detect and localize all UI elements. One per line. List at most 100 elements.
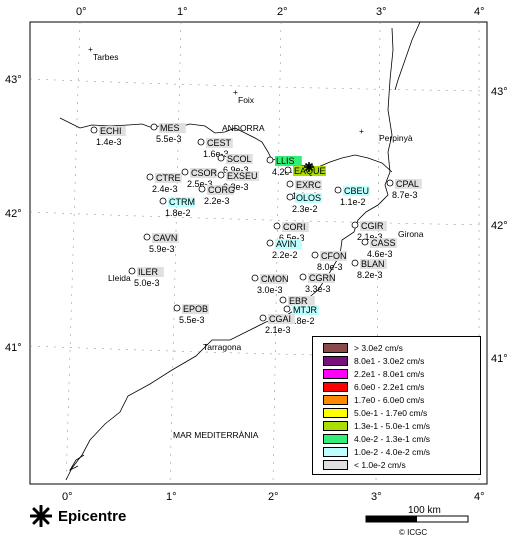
legend-swatch xyxy=(323,434,348,445)
station-code-corg: CORG xyxy=(208,185,235,195)
legend-label: < 1.0e-2 cm/s xyxy=(354,460,406,471)
station-color-scol xyxy=(226,154,253,164)
station-marker-cavn xyxy=(143,233,151,241)
station-color-cgai xyxy=(268,314,295,324)
place-perpignan: Perpinyà xyxy=(379,133,413,143)
station-code-llis: LLIS xyxy=(276,156,295,166)
station-marker-mes xyxy=(150,123,158,131)
legend-swatch xyxy=(323,421,348,432)
station-value-mes: 5.5e-3 xyxy=(156,134,182,144)
legend-swatch xyxy=(323,381,348,392)
legend-label: 5.0e-1 - 1.7e0 cm/s xyxy=(354,408,428,418)
lon-label: 2° xyxy=(277,6,288,18)
legend-item: < 1.0e-2 cm/s xyxy=(323,460,406,471)
station-code-scol: SCOL xyxy=(227,154,252,164)
lon-label: 3° xyxy=(371,491,382,503)
station-code-cbeu: CBEU xyxy=(344,186,369,196)
lon-label: 3° xyxy=(376,6,387,18)
station-color-cpal xyxy=(395,179,422,189)
legend-item: 5.0e-1 - 1.7e0 cm/s xyxy=(323,408,427,419)
legend-swatch xyxy=(323,342,348,353)
station-marker-cgai xyxy=(259,314,267,322)
station-value-corg: 2.2e-3 xyxy=(204,196,230,206)
station-marker-cgir xyxy=(351,221,359,229)
station-marker-exseu xyxy=(217,171,225,179)
station-marker-avin xyxy=(266,239,274,247)
station-code-blan: BLAN xyxy=(361,259,385,269)
lon-label: 0° xyxy=(76,6,87,18)
station-value-cbeu: 1.1e-2 xyxy=(340,197,366,207)
station-marker-llis xyxy=(266,156,274,164)
lat-label: 43° xyxy=(491,86,508,98)
station-value-exseu: 2.8e-3 xyxy=(223,182,249,192)
station-code-iler: ILER xyxy=(138,267,159,277)
legend: > 3.0e2 cm/s 8.0e1 - 3.0e2 cm/s 2.2e1 - 8.… xyxy=(312,336,481,475)
station-color-ebr xyxy=(288,296,315,306)
station-marker-cmon xyxy=(251,274,259,282)
station-marker-ctre xyxy=(146,173,154,181)
lat-label: 41° xyxy=(491,353,508,365)
bottom-lon-labels: 0° 1° 2° 3° 4° xyxy=(62,491,485,503)
station-value-avin: 2.2e-2 xyxy=(272,250,298,260)
station-marker-blan xyxy=(351,259,359,267)
station-value-cpal: 8.7e-3 xyxy=(392,190,418,200)
scale-bar xyxy=(365,515,469,523)
legend-item: > 3.0e2 cm/s xyxy=(323,342,403,353)
station-code-epob: EPOB xyxy=(183,304,208,314)
station-code-cest: CEST xyxy=(207,138,232,148)
station-code-cgir: CGIR xyxy=(361,221,384,231)
lat-label: 42° xyxy=(5,208,22,220)
legend-label: 6.0e0 - 2.2e1 cm/s xyxy=(354,381,425,392)
place-lleida: Lleida xyxy=(108,273,131,283)
epicentre-legend: Epicentre xyxy=(30,505,126,527)
legend-swatch xyxy=(323,355,348,366)
station-value-ctrm: 1.8e-2 xyxy=(165,208,191,218)
credit: © ICGC xyxy=(399,528,428,537)
station-value-cgrn: 3.3e-3 xyxy=(305,284,331,294)
lat-label: 41° xyxy=(5,342,22,354)
legend-item: 6.0e0 - 2.2e1 cm/s xyxy=(323,381,424,392)
station-color-olos xyxy=(295,193,322,203)
legend-item: 4.0e-2 - 1.3e-1 cm/s xyxy=(323,434,430,445)
lon-label: 4° xyxy=(474,6,485,18)
legend-label: 1.0e-2 - 4.0e-2 cm/s xyxy=(354,447,431,458)
station-color-cgrn xyxy=(308,273,335,283)
legend-swatch xyxy=(323,447,348,458)
place-tarragona: Tarragona xyxy=(203,342,242,352)
legend-item: 8.0e1 - 3.0e2 cm/s xyxy=(323,355,424,366)
lon-label: 2° xyxy=(268,491,279,503)
station-color-iler xyxy=(137,267,164,277)
station-code-csor: CSOR xyxy=(191,168,218,178)
station-marker-csor xyxy=(181,168,189,176)
place-tarbes: Tarbes xyxy=(93,52,119,62)
city-marker-tarbes: + xyxy=(88,44,93,54)
station-marker-scol xyxy=(217,154,225,162)
station-value-epob: 5.5e-3 xyxy=(179,315,205,325)
station-code-mes: MES xyxy=(160,123,180,133)
station-code-cfon: CFON xyxy=(321,251,347,261)
station-code-olos: OLOS xyxy=(296,193,321,203)
top-lon-labels: 0° 1° 2° 3° 4° xyxy=(76,6,485,18)
legend-item: 1.7e0 - 6.0e0 cm/s xyxy=(323,394,424,405)
station-color-cgir xyxy=(360,221,387,231)
coastline xyxy=(65,27,394,481)
station-color-corg xyxy=(207,185,234,195)
lon-label: 0° xyxy=(62,491,73,503)
station-color-ctrm xyxy=(168,197,195,207)
station-code-ctrm: CTRM xyxy=(169,197,195,207)
scale-label: 100 km xyxy=(408,505,441,516)
station-code-ctre: CTRE xyxy=(156,173,181,183)
station-color-echi xyxy=(99,126,126,136)
station-color-llis xyxy=(275,156,302,166)
station-marker-olos xyxy=(286,193,294,201)
legend-swatch xyxy=(323,460,348,471)
station-color-cmon xyxy=(260,274,287,284)
city-marker-perpignan: + xyxy=(359,126,364,136)
place-labels: + Tarbes + Foix ANDORRA + Perpinyà Giron… xyxy=(88,44,424,440)
station-marker-mtjr xyxy=(283,305,291,313)
station-marker-eaque xyxy=(284,166,292,174)
lon-label: 4° xyxy=(474,491,485,503)
station-color-cest xyxy=(206,138,233,148)
station-code-cmon: CMON xyxy=(261,274,289,284)
